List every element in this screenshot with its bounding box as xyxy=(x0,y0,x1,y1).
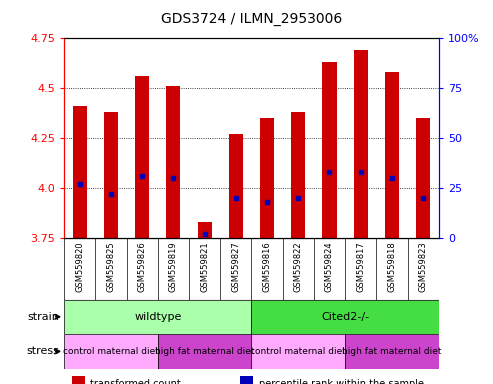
Bar xyxy=(251,300,439,334)
Bar xyxy=(104,112,118,238)
Bar xyxy=(135,76,149,238)
Text: transformed count: transformed count xyxy=(90,379,181,384)
Bar xyxy=(353,50,368,238)
Bar xyxy=(416,118,430,238)
Text: control maternal diet: control maternal diet xyxy=(63,347,159,356)
Bar xyxy=(291,112,305,238)
Text: GSM559825: GSM559825 xyxy=(106,241,115,292)
Text: wildtype: wildtype xyxy=(134,312,181,322)
Text: GSM559826: GSM559826 xyxy=(138,241,146,292)
Bar xyxy=(64,334,158,369)
Text: high fat maternal diet: high fat maternal diet xyxy=(342,347,442,356)
Bar xyxy=(385,72,399,238)
Text: GSM559819: GSM559819 xyxy=(169,241,178,292)
Text: GSM559816: GSM559816 xyxy=(263,241,272,292)
Bar xyxy=(72,106,87,238)
Bar xyxy=(322,62,337,238)
Text: GSM559820: GSM559820 xyxy=(75,241,84,292)
Bar xyxy=(240,376,253,384)
Text: GSM559827: GSM559827 xyxy=(231,241,240,292)
Text: GSM559817: GSM559817 xyxy=(356,241,365,292)
Text: GSM559818: GSM559818 xyxy=(387,241,396,292)
Bar xyxy=(64,300,251,334)
Bar xyxy=(251,334,345,369)
Text: GSM559823: GSM559823 xyxy=(419,241,427,292)
Bar xyxy=(345,334,439,369)
Text: percentile rank within the sample: percentile rank within the sample xyxy=(259,379,424,384)
Text: control maternal diet: control maternal diet xyxy=(250,347,346,356)
Text: high fat maternal diet: high fat maternal diet xyxy=(155,347,254,356)
Bar xyxy=(198,222,211,238)
Bar xyxy=(158,334,251,369)
Text: GSM559824: GSM559824 xyxy=(325,241,334,292)
Text: GSM559821: GSM559821 xyxy=(200,241,209,292)
Text: strain: strain xyxy=(27,312,59,322)
Bar xyxy=(260,118,274,238)
Text: GSM559822: GSM559822 xyxy=(294,241,303,292)
Bar xyxy=(166,86,180,238)
Text: stress: stress xyxy=(26,346,59,356)
Text: GDS3724 / ILMN_2953006: GDS3724 / ILMN_2953006 xyxy=(161,12,342,25)
Bar xyxy=(71,376,85,384)
Text: Cited2-/-: Cited2-/- xyxy=(321,312,369,322)
Bar xyxy=(229,134,243,238)
